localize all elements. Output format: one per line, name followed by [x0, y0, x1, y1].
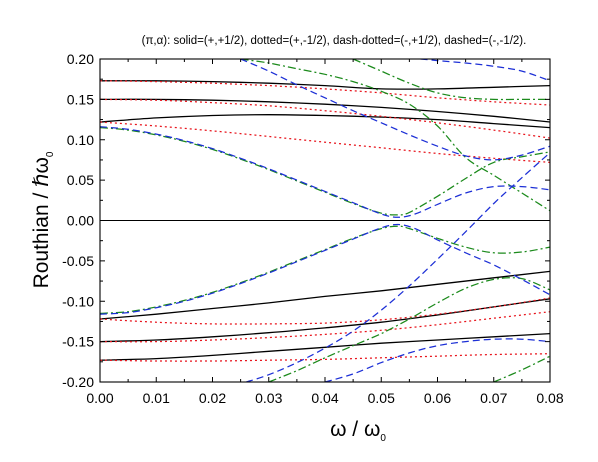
series-line-solid-5 [100, 332, 550, 361]
series-layer [100, 59, 550, 382]
series-line-solid-0 [100, 80, 550, 90]
series-line-dotted-9 [100, 297, 550, 325]
series-line-solid-4 [100, 298, 550, 343]
series-line-dash-dotted-17 [493, 355, 550, 382]
series-line-dashed-19 [100, 223, 550, 315]
series-line-dashed-18 [100, 126, 550, 218]
plot-frame [99, 58, 551, 383]
x-tick-label: 0.03 [255, 390, 282, 406]
y-tick-label: 0.10 [67, 132, 94, 148]
series-line-dash-dotted-14 [240, 59, 550, 212]
x-tick-label: 0.06 [424, 390, 451, 406]
series-line-dashed-23 [324, 338, 550, 382]
x-tick-label: 0.00 [86, 390, 113, 406]
y-axis-label-main: Routhian / ℏω [30, 157, 53, 288]
y-tick-label: 0.20 [67, 51, 94, 67]
series-line-dotted-8 [100, 121, 550, 164]
series-line-dashed-21 [420, 59, 550, 82]
x-tick-label: 0.05 [368, 390, 395, 406]
y-axis-label: Routhian / ℏω0 [30, 151, 56, 288]
series-line-solid-3 [100, 270, 550, 320]
x-axis-label: ω / ω0 [330, 418, 386, 444]
series-line-dotted-6 [100, 80, 550, 106]
x-tick-label: 0.01 [143, 390, 170, 406]
y-tick-label: 0.15 [67, 91, 94, 107]
y-tick-label: -0.15 [62, 334, 94, 350]
y-axis-label-sub: 0 [45, 151, 56, 157]
series-line-dash-dotted-15 [352, 59, 550, 101]
x-tick-label: 0.08 [536, 390, 563, 406]
series-line-dash-dotted-16 [268, 277, 550, 382]
y-tick-label: 0.05 [67, 172, 94, 188]
series-line-dashed-22 [246, 152, 550, 382]
y-tick-label: -0.10 [62, 293, 94, 309]
x-axis-label-main: ω / ω [330, 418, 380, 441]
series-line-dotted-11 [100, 353, 550, 362]
x-tick-label: 0.02 [199, 390, 226, 406]
x-tick-label: 0.04 [311, 390, 338, 406]
chart-title: (π,α): solid=(+,+1/2), dotted=(+,-1/2), … [142, 35, 527, 47]
series-line-dotted-7 [100, 98, 550, 139]
series-line-dashed-20 [240, 59, 550, 161]
x-tick-label: 0.07 [480, 390, 507, 406]
series-line-dash-dotted-12 [100, 126, 550, 216]
y-tick-label: -0.05 [62, 253, 94, 269]
series-line-dash-dotted-13 [100, 225, 550, 315]
series-line-dotted-10 [100, 311, 550, 343]
y-tick-label: -0.20 [62, 374, 94, 390]
x-axis-label-sub: 0 [380, 433, 386, 444]
y-tick-label: 0.00 [67, 213, 94, 229]
series-line-solid-1 [100, 98, 550, 123]
series-line-solid-2 [100, 114, 550, 129]
